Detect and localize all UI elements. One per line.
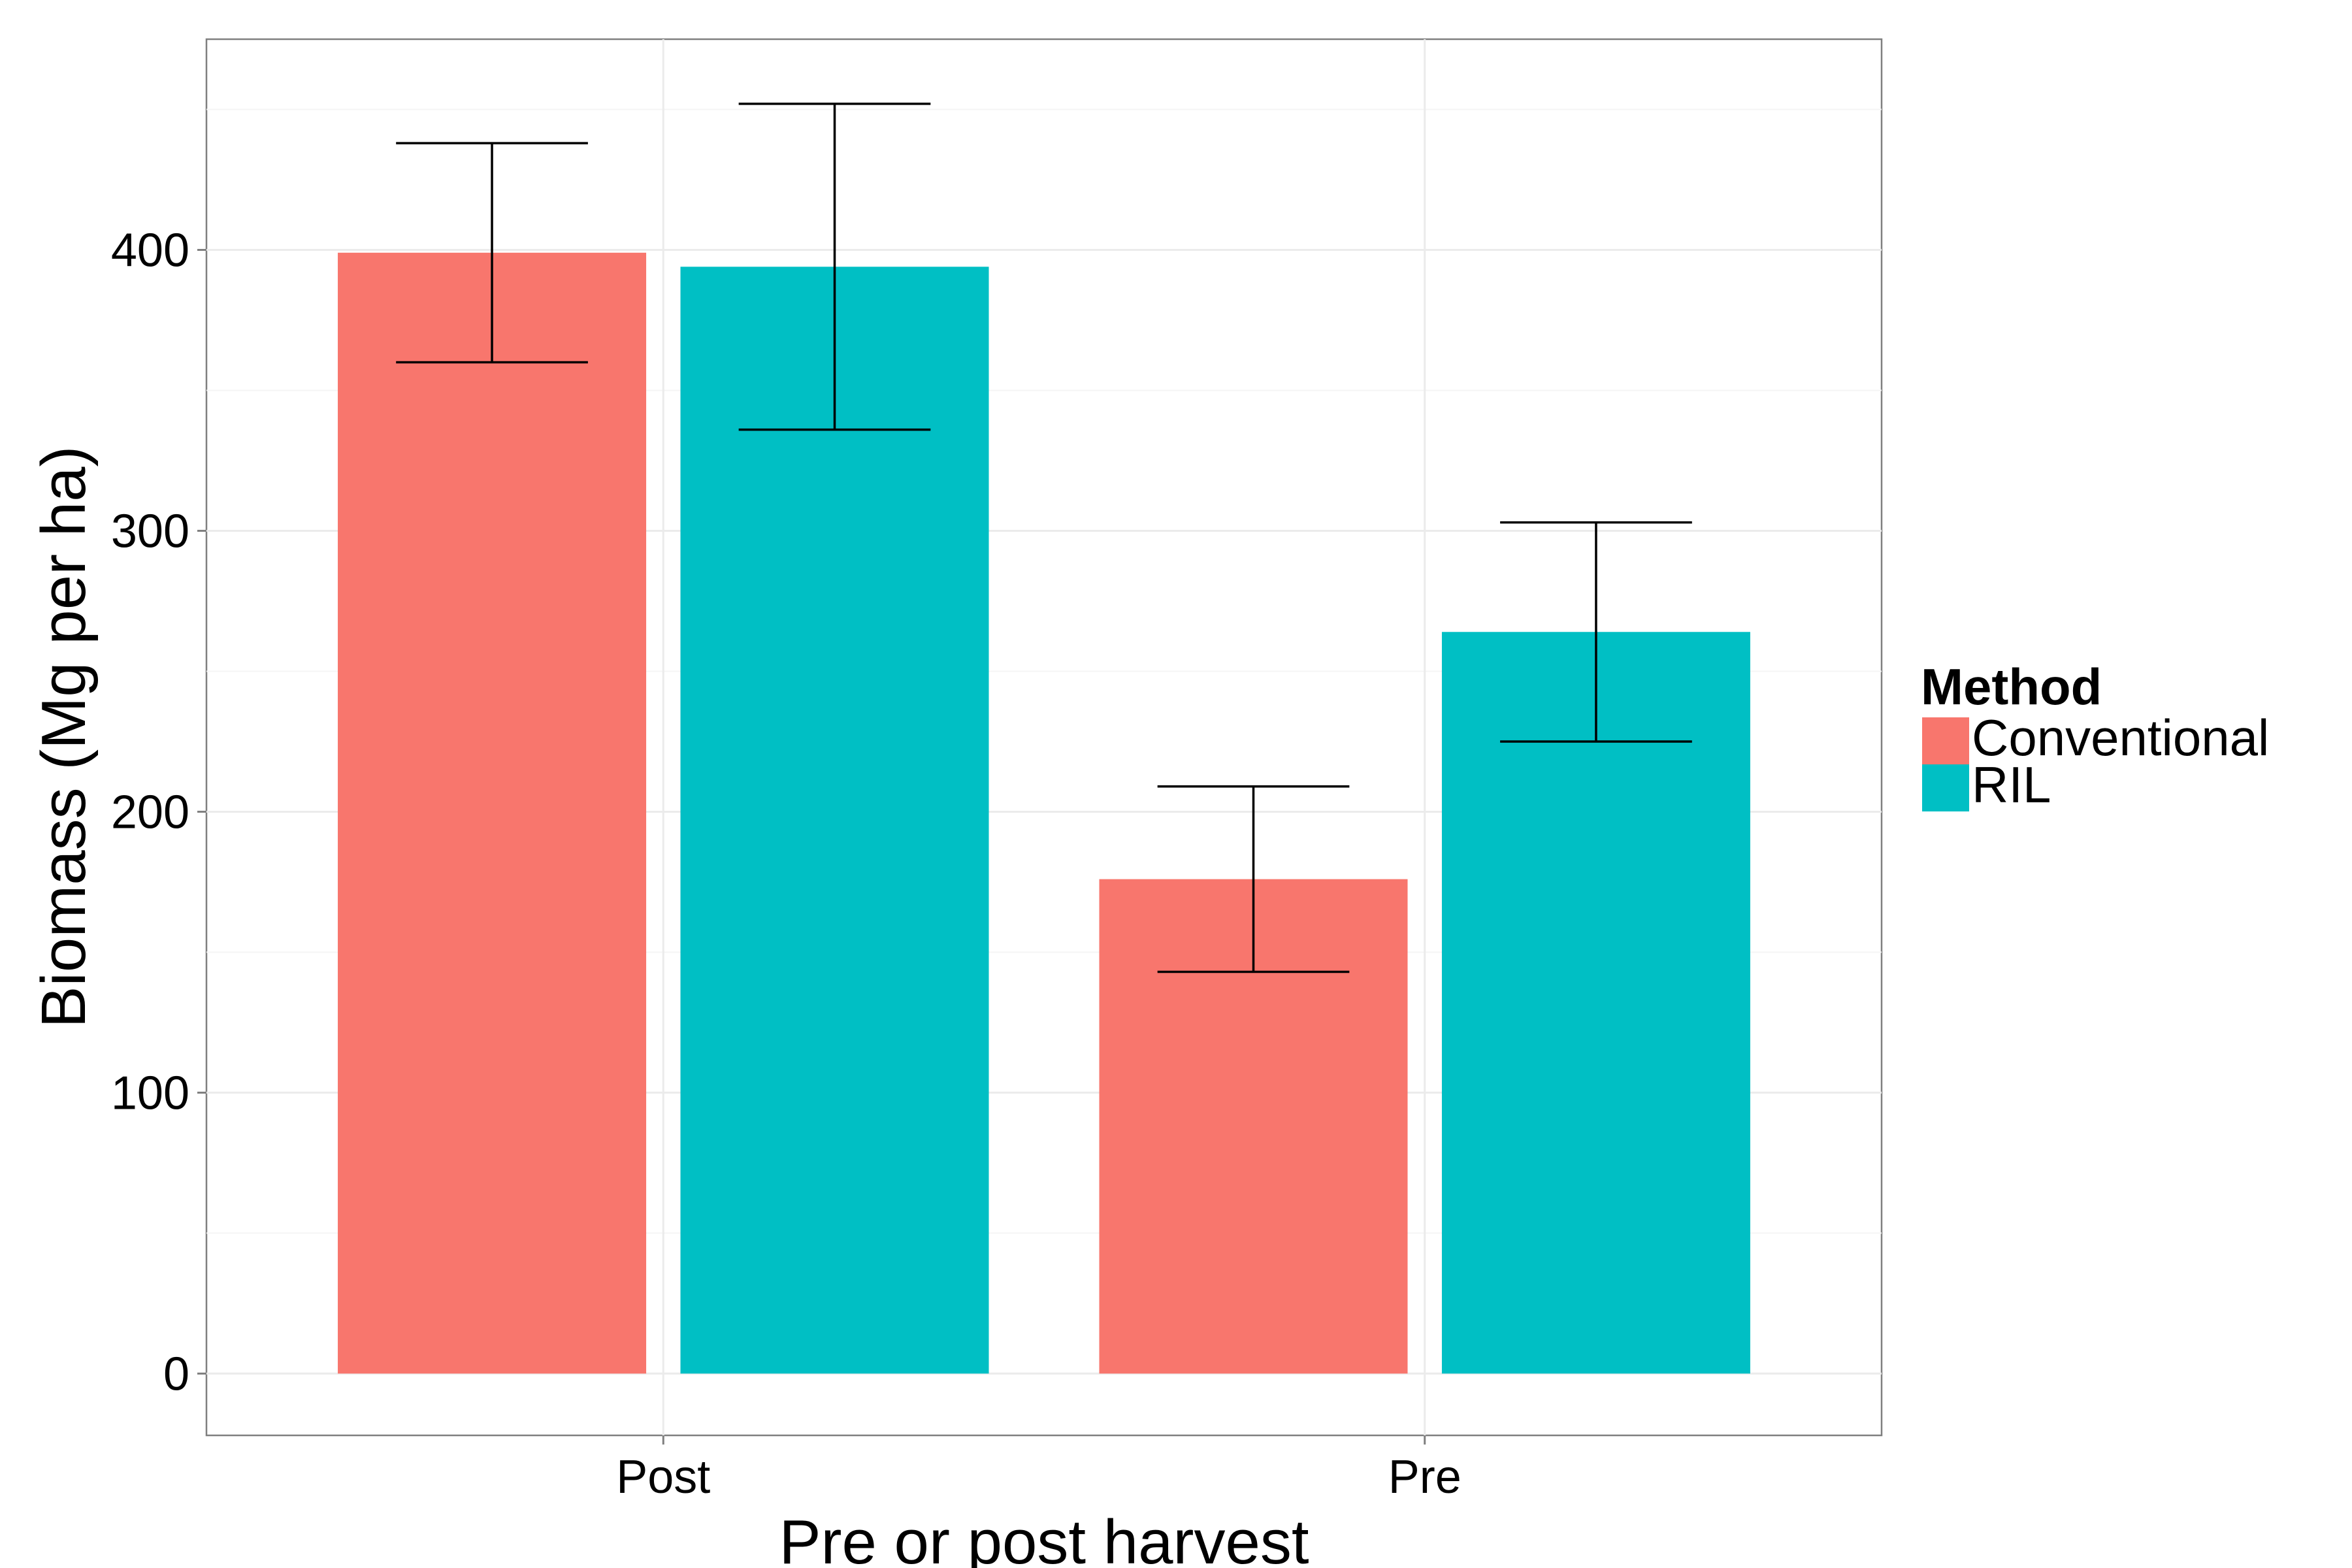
bar-ril-post: [680, 267, 989, 1374]
y-tick-label: 200: [111, 786, 189, 838]
legend-key-conventional: [1922, 717, 1969, 764]
legend-label-ril: RIL: [1972, 756, 2051, 813]
y-tick-label: 0: [163, 1348, 189, 1400]
y-tick-label: 100: [111, 1067, 189, 1119]
x-tick-label: Pre: [1388, 1451, 1462, 1503]
y-axis: 0 100 200 300 400: [111, 224, 206, 1400]
bars: [338, 252, 1750, 1374]
x-axis: Post Pre: [616, 1435, 1462, 1503]
error-bar-ril-post: [738, 103, 931, 431]
error-bars: [396, 103, 1692, 973]
y-axis-title: Biomass (Mg per ha): [29, 446, 99, 1028]
error-bar-conventional-pre: [1157, 785, 1350, 973]
bar-ril-pre: [1441, 632, 1750, 1374]
bar-conventional-post: [338, 252, 647, 1374]
x-tick-label: Post: [616, 1451, 710, 1503]
legend-title: Method: [1921, 658, 2102, 715]
error-bar-conventional-post: [396, 142, 588, 364]
y-tick-label: 300: [111, 505, 189, 557]
legend-label-conventional: Conventional: [1972, 709, 2269, 766]
y-tick-label: 400: [111, 224, 189, 276]
error-bar-ril-pre: [1500, 521, 1692, 743]
legend-key-ril: [1922, 764, 1969, 811]
x-axis-title: Pre or post harvest: [779, 1507, 1309, 1568]
